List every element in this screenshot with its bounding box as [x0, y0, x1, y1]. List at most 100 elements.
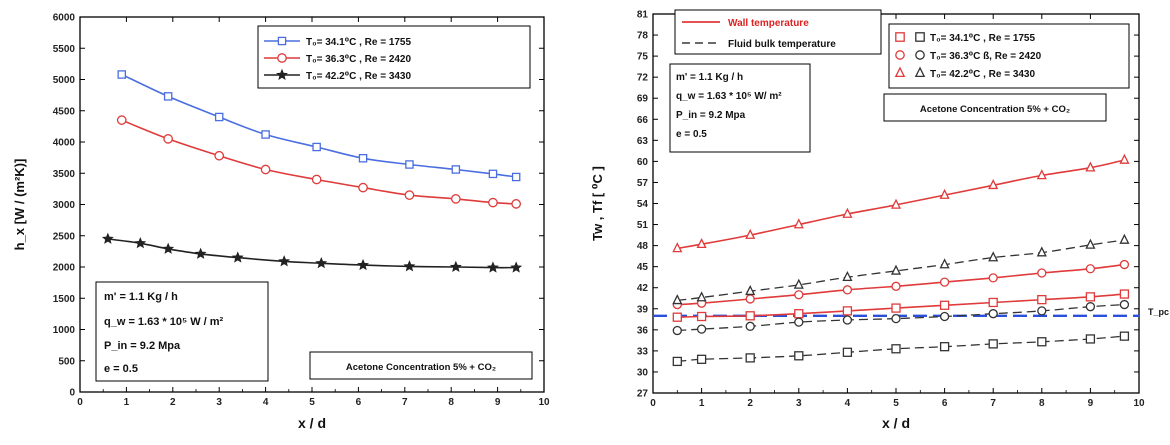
left-x-tick-label: 8 — [448, 397, 454, 408]
left-y-tick-label: 3500 — [53, 169, 76, 180]
right-series-4-point — [672, 325, 682, 336]
left-y-axis-label: h_x [W / (m²K)] — [12, 159, 27, 251]
right-series-5-point — [1085, 238, 1096, 249]
left-series-2-point — [231, 251, 244, 263]
right-y-tick-label: 66 — [637, 115, 649, 126]
left-series-1-point — [450, 194, 461, 204]
right-x-tick-label: 3 — [796, 398, 802, 409]
right-series-1-point — [794, 290, 804, 300]
right-series-1-point — [939, 277, 950, 287]
right-series-3-point — [939, 342, 950, 352]
right-info-box-frame — [669, 63, 811, 153]
right-series-3-point — [891, 344, 901, 354]
left-series-2-point — [134, 237, 147, 249]
right-series-0-point — [842, 306, 853, 316]
left-series-1-point — [163, 134, 174, 144]
left-info-box: m' = 1.1 Kg / h q_w = 1.63 * 10⁵ W / m² P_… — [95, 281, 269, 382]
left-y-tick-label: 2500 — [53, 231, 76, 242]
right-y-tick-label: 72 — [637, 73, 649, 84]
right-x-tick-label: 8 — [1039, 398, 1045, 409]
right-series-4-point — [939, 311, 950, 322]
right-series-4-point — [891, 313, 901, 324]
left-concentration-label: Acetone Concentration 5% + CO₂ — [346, 362, 496, 373]
left-y-tick-label: 3000 — [53, 200, 76, 211]
right-y-tick-label: 33 — [637, 346, 649, 357]
left-series-0-point — [117, 70, 127, 79]
right-marker-legend-label: T₀= 36.3⁰C ß, Re = 2420 — [930, 51, 1042, 62]
right-series-1-point — [988, 273, 998, 283]
right-series-3-point — [1037, 337, 1047, 347]
left-y-tick-label: 4500 — [53, 106, 76, 117]
left-series-2-point — [510, 261, 523, 273]
left-y-tick-label: 5500 — [53, 44, 76, 55]
right-series-4-point — [988, 309, 998, 319]
right-series-3-point — [842, 347, 853, 357]
right-y-tick-label: 39 — [637, 304, 649, 315]
right-marker-legend: T₀= 34.1⁰C , Re = 1755 T₀= 36.3⁰C ß, Re =… — [888, 23, 1130, 89]
left-series-2-point — [278, 255, 291, 267]
right-x-tick-label: 9 — [1088, 398, 1094, 409]
left-x-tick-label: 9 — [495, 397, 501, 408]
right-x-tick-label: 1 — [699, 398, 705, 409]
right-series-4-point — [842, 315, 853, 325]
right-x-tick-label: 10 — [1133, 398, 1145, 409]
right-concentration-label: Acetone Concentration 5% + CO₂ — [920, 104, 1070, 115]
right-series-4-point — [745, 321, 755, 331]
right-series-2-point — [745, 228, 756, 239]
right-series-4-point — [1037, 306, 1047, 316]
right-series-0-point — [1037, 295, 1047, 305]
right-series-1-point — [891, 281, 901, 291]
left-x-tick-label: 5 — [309, 397, 315, 408]
left-series-2-point — [357, 258, 369, 271]
left-series-1-point — [260, 164, 271, 175]
right-series-3-point — [988, 339, 998, 349]
right-series-5-point — [1119, 233, 1130, 244]
right-marker-legend-fluid — [915, 32, 925, 42]
left-series-line-1 — [121, 119, 517, 205]
left-series-1-point — [214, 150, 225, 161]
right-series-0-point — [988, 297, 998, 308]
left-series-0-point — [261, 130, 270, 139]
left-x-tick-label: 7 — [402, 397, 408, 408]
left-series-0-point — [488, 169, 498, 179]
left-info-e: e = 0.5 — [104, 363, 138, 375]
right-y-tick-label: 54 — [637, 199, 649, 210]
right-series-line-4 — [677, 303, 1125, 332]
right-series-line-0 — [677, 293, 1125, 318]
left-legend-marker — [276, 68, 288, 81]
right-y-tick-label: 75 — [637, 52, 649, 63]
right-x-tick-label: 7 — [990, 398, 996, 409]
right-y-tick-label: 81 — [637, 10, 649, 21]
left-y-tick-label: 0 — [69, 388, 75, 399]
right-series-5-point — [890, 264, 902, 275]
right-line-legend: Wall temperature Fluid bulk temperature — [674, 9, 882, 55]
left-x-tick-label: 3 — [216, 397, 222, 408]
left-series-0-point — [358, 153, 368, 163]
right-marker-legend-wall — [895, 32, 905, 42]
left-legend-label: T₀= 42.2⁰C , Re = 3430 — [306, 71, 411, 82]
left-info-mass-flow: m' = 1.1 Kg / h — [104, 291, 178, 303]
left-series-0-point — [451, 165, 461, 174]
right-series-3-point — [672, 356, 682, 367]
left-legend-label: T₀= 34.1⁰C , Re = 1755 — [306, 37, 411, 48]
left-y-tick-label: 6000 — [53, 13, 76, 24]
left-series-1-point — [488, 197, 498, 208]
right-series-1-point — [842, 285, 853, 295]
right-series-5-point — [696, 291, 707, 302]
left-series-0-point — [312, 142, 321, 152]
right-line-legend-box — [674, 9, 882, 55]
left-y-tick-label: 4000 — [53, 138, 76, 149]
left-series-2-point — [487, 261, 499, 273]
right-series-5-point — [745, 284, 756, 296]
right-marker-legend-box — [888, 23, 1130, 89]
left-y-tick-label: 1000 — [53, 325, 76, 336]
right-series-2-point — [890, 198, 902, 209]
left-legend-label: T₀= 36.3⁰C , Re = 2420 — [306, 54, 411, 65]
right-series-5-point — [672, 294, 683, 305]
right-pseudo-critical-label: T_pc — [1148, 307, 1169, 317]
right-series-0-point — [672, 312, 682, 322]
left-x-tick-label: 0 — [77, 397, 83, 408]
right-series-5-point — [793, 278, 804, 289]
left-legend: T₀= 34.1⁰C , Re = 1755 T₀= 36.3⁰C , Re = … — [257, 25, 531, 89]
